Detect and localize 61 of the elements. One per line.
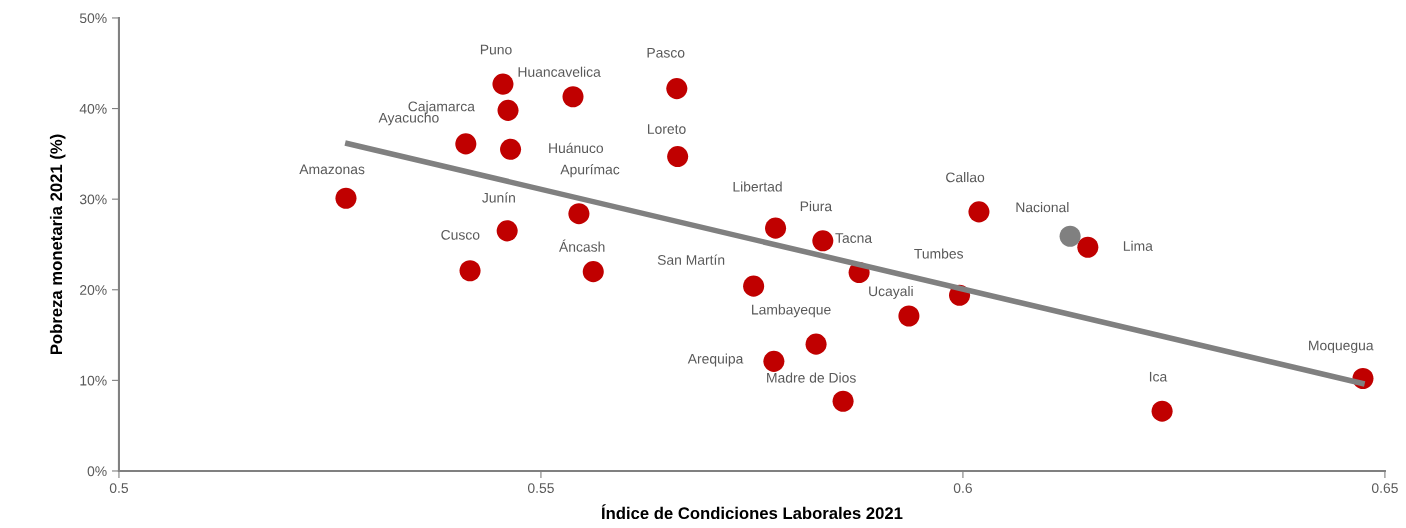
annotation: Tacna — [835, 233, 873, 243]
point — [497, 99, 519, 121]
y-tick-label: 10% — [80, 375, 107, 386]
annotation: Junín — [482, 192, 515, 203]
annotation: Libertad — [733, 181, 782, 192]
point — [812, 230, 834, 252]
point — [492, 73, 514, 95]
x-tick-label: 0.5 — [109, 483, 129, 493]
point — [968, 201, 990, 223]
annotation: Ucayali — [869, 285, 913, 299]
point — [743, 275, 765, 297]
annotation: Huánuco — [549, 142, 604, 154]
point — [898, 305, 920, 327]
point — [763, 350, 785, 372]
annotation: Pasco — [647, 47, 685, 58]
point — [765, 217, 787, 239]
point — [1059, 225, 1081, 247]
annotation: Amazonas — [299, 164, 365, 175]
annotation: Madre de Dios — [767, 372, 856, 383]
y-tick-label: 40% — [79, 103, 107, 114]
point — [335, 187, 357, 209]
y-tick-label: 0% — [87, 466, 107, 477]
annotation: Cajamarca — [408, 101, 475, 115]
annotation: Tumbes — [914, 248, 964, 259]
x-tick-label: 0.65 — [1371, 483, 1398, 493]
annotation: Moquegua — [1309, 340, 1374, 354]
annotation: Callao — [946, 172, 985, 183]
annotation: Lambayeque — [752, 304, 831, 318]
annotation: Ayacucho — [378, 112, 439, 126]
point — [805, 333, 827, 355]
y-axis-title: Pobreza monetaria 2021 (%) — [49, 134, 66, 355]
point — [832, 390, 854, 412]
annotation: Nacional — [1016, 202, 1069, 213]
point — [1151, 400, 1173, 422]
point — [500, 138, 522, 160]
y-tick-label: 30% — [79, 194, 107, 205]
annotation: Lima — [1123, 240, 1153, 251]
point — [459, 260, 481, 282]
annotation: Huancavelica — [518, 66, 601, 77]
annotation: Arequipa — [687, 353, 744, 367]
point — [582, 261, 604, 283]
x-axis-title: Índice de Condiciones Laborales 2021 — [601, 504, 903, 520]
point — [568, 203, 590, 225]
y-tick-label: 50% — [79, 13, 107, 24]
point — [562, 86, 584, 108]
annotation: Cusco — [441, 229, 480, 240]
x-tick-label: 0.55 — [527, 483, 554, 493]
annotation: Piura — [800, 201, 833, 212]
annotation: Puno — [480, 44, 512, 55]
point — [1077, 236, 1099, 258]
annotation: San Martín — [657, 254, 725, 265]
annotation: Loreto — [648, 124, 686, 134]
annotation: Ica — [1149, 371, 1168, 382]
point — [496, 220, 518, 242]
x-tick-label: 0.6 — [953, 483, 972, 493]
annotation: Áncash — [559, 239, 605, 252]
point — [666, 78, 688, 100]
y-tick-label: 20% — [80, 285, 107, 295]
point — [455, 133, 477, 155]
annotation: Apurímac — [560, 164, 620, 178]
point — [667, 146, 689, 168]
